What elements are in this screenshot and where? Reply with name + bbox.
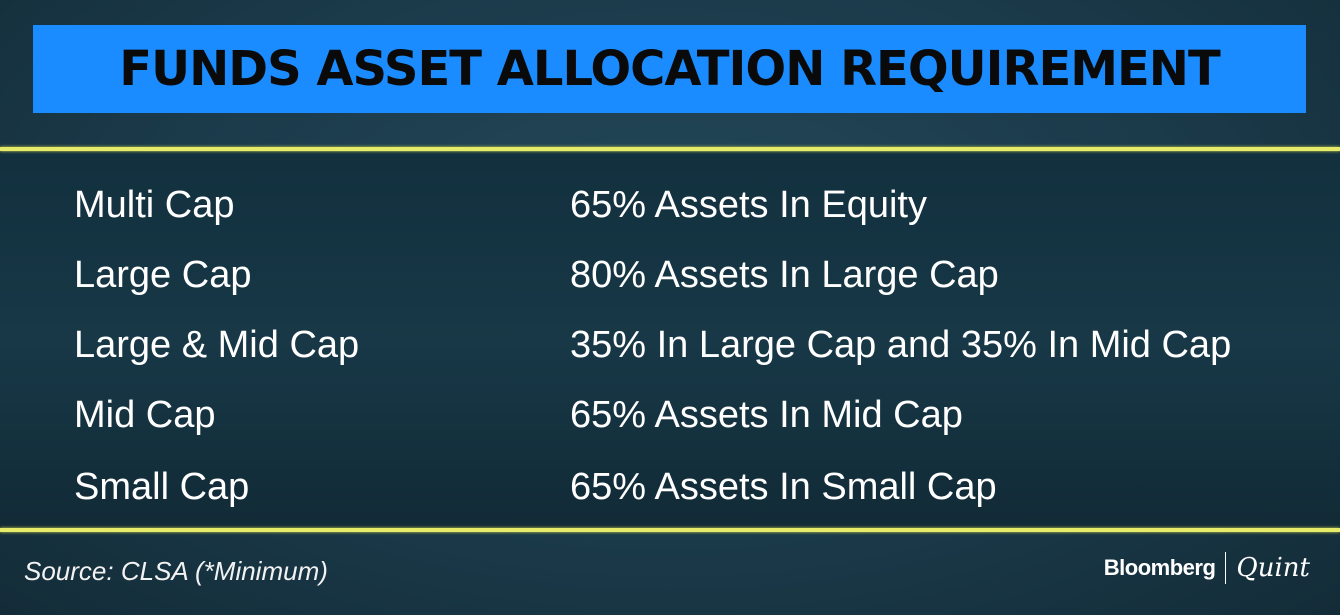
source-note: Source: CLSA (*Minimum) [24,556,328,586]
bloomberg-quint-logo: Bloomberg Quint [1104,552,1310,584]
title-banner: FUNDS ASSET ALLOCATION REQUIREMENT [33,25,1306,113]
logo-bloomberg: Bloomberg [1103,555,1216,580]
logo-separator [1225,552,1227,584]
fund-category: Large & Mid Cap [74,324,360,366]
table-row: Large Cap 80% Assets In Large Cap [0,245,1340,305]
allocation-requirement: 80% Assets In Large Cap [570,254,999,296]
table-row: Large & Mid Cap 35% In Large Cap and 35%… [0,315,1340,375]
allocation-requirement: 35% In Large Cap and 35% In Mid Cap [570,324,1232,366]
table-row: Multi Cap 65% Assets In Equity [0,175,1340,235]
divider-top [0,147,1340,151]
fund-category: Mid Cap [74,394,216,436]
allocation-requirement: 65% Assets In Small Cap [570,466,997,508]
fund-category: Multi Cap [74,184,235,226]
allocation-requirement: 65% Assets In Mid Cap [570,394,963,436]
page-title: FUNDS ASSET ALLOCATION REQUIREMENT [119,41,1220,97]
table-row: Mid Cap 65% Assets In Mid Cap [0,385,1340,445]
table-row: Small Cap 65% Assets In Small Cap [0,457,1340,517]
fund-category: Small Cap [74,466,250,508]
allocation-requirement: 65% Assets In Equity [570,184,927,226]
fund-category: Large Cap [74,254,252,296]
divider-bottom [0,528,1340,532]
logo-quint: Quint [1236,553,1310,583]
table-band [0,152,1340,530]
